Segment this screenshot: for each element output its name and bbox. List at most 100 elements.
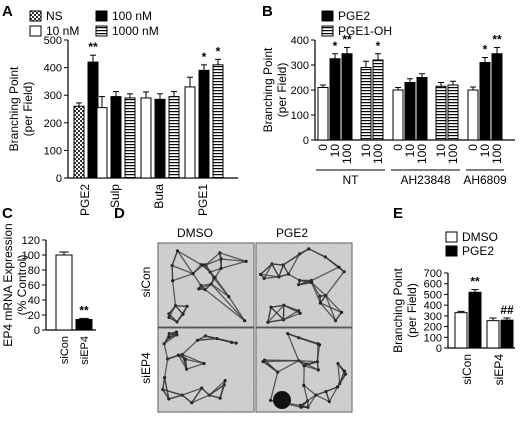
- panel-a-sig-label: *: [202, 50, 207, 64]
- panel-a-ytick-label: 0: [56, 173, 62, 185]
- micrograph-node: [167, 315, 171, 319]
- micrograph-node: [259, 272, 263, 276]
- panel-b-tick-label: 100: [415, 144, 429, 164]
- panel-c-ytick-label: 20: [28, 310, 40, 322]
- panel-c-category-label: siCon: [59, 336, 71, 364]
- micrograph-tube: [163, 334, 178, 345]
- panel-a-category-label: Buta: [152, 184, 166, 209]
- micrograph-tube: [210, 283, 230, 298]
- panel-b-tick-label: 10: [434, 144, 448, 158]
- micrograph-tube: [260, 263, 273, 275]
- panel-letter-b: B: [262, 3, 273, 20]
- panel-b-bar: [404, 82, 416, 141]
- micrograph-tube: [191, 394, 210, 404]
- panel-b-group-label: AH23848: [400, 173, 450, 187]
- panel-b-legend-swatch: [321, 10, 334, 22]
- panel-a-bar: [154, 98, 166, 179]
- micrograph-tube: [315, 394, 330, 403]
- micrograph-node: [299, 405, 303, 409]
- micrograph-tube: [277, 360, 299, 373]
- micrograph-tube: [307, 394, 317, 408]
- micrograph-node: [337, 265, 341, 269]
- panel-e-ytick-label: 500: [424, 289, 442, 301]
- micrograph-tube: [287, 333, 300, 361]
- panel-a-ytick-label: 400: [44, 63, 62, 75]
- panel-c-ytick-label: 0: [34, 325, 40, 337]
- micrograph-node: [302, 364, 306, 368]
- micrograph-tube: [315, 390, 327, 396]
- micrograph-node: [269, 305, 273, 309]
- micrograph-tube: [184, 359, 188, 370]
- micrograph-tube: [191, 387, 203, 404]
- micrograph-tube: [325, 386, 338, 393]
- panel-a-ylabel: Branching Point: [7, 66, 21, 151]
- panel-e-ytick-label: 100: [424, 332, 442, 344]
- panel-b-bar: [317, 87, 329, 141]
- micrograph-tube: [282, 248, 310, 266]
- micrograph-tube: [335, 312, 343, 321]
- micrograph-tube: [299, 279, 312, 284]
- panel-e-ytick-label: 600: [424, 279, 442, 291]
- micrograph-tube: [311, 282, 327, 297]
- micrograph-node: [201, 263, 206, 267]
- micrograph-tube: [202, 264, 211, 273]
- panel-b-ylabel: Branching Point: [261, 47, 275, 132]
- micrograph-tile: [255, 242, 353, 328]
- micrograph-tile: [157, 327, 255, 413]
- micrograph-tube: [267, 304, 285, 323]
- micrograph-tube: [204, 289, 246, 322]
- micrograph-tube: [260, 273, 280, 278]
- panel-b-bar: [416, 77, 428, 141]
- micrograph-tube: [209, 394, 221, 399]
- panel-a-bar: [124, 97, 136, 179]
- micrograph-tube: [271, 263, 280, 278]
- panel-a-legend-swatch: [29, 25, 42, 37]
- micrograph-tube: [205, 258, 222, 266]
- panel-e-ylabel: (per Field): [405, 283, 419, 338]
- micrograph-tube: [162, 389, 170, 400]
- micrograph-tube: [311, 282, 321, 304]
- panel-b-tick-label: 0: [391, 144, 405, 151]
- panel-e-ytick-label: 700: [424, 268, 442, 280]
- micrograph-tube: [304, 361, 318, 367]
- panel-a-ylabel: (per Field): [21, 82, 35, 137]
- panel-b-bar: [467, 89, 479, 141]
- micrograph-node: [223, 378, 227, 383]
- panel-a-ytick-label: 500: [44, 35, 62, 47]
- panel-e-ytick-label: 200: [424, 322, 442, 334]
- micrograph-tube: [213, 277, 230, 298]
- panel-b-bar: [447, 84, 459, 141]
- micrograph-tube: [267, 319, 284, 323]
- panel-b-tick-label: 0: [466, 144, 480, 151]
- micrograph-noise: [256, 243, 352, 327]
- micrograph-tube: [168, 394, 183, 400]
- panel-a-bar: [184, 86, 196, 179]
- micrograph-tube: [304, 365, 319, 371]
- micrograph-tube: [298, 282, 312, 286]
- col-label-dmso: DMSO: [177, 226, 213, 240]
- micrograph-tube: [283, 304, 301, 314]
- panel-b-sig-label: *: [333, 39, 338, 53]
- micrograph-tube: [171, 250, 179, 266]
- micrograph-tube: [271, 263, 284, 266]
- panel-e-legend-label: PGE2: [462, 244, 494, 258]
- panel-e-legend-swatch: [445, 231, 458, 243]
- panel-b-bar: [372, 59, 384, 141]
- panel-a-bar: [96, 107, 108, 179]
- micrograph-tube: [316, 344, 321, 362]
- micrograph-tube: [176, 313, 184, 323]
- panel-b-bar: [329, 58, 341, 141]
- micrograph-tube: [181, 339, 198, 355]
- micrograph-tube: [311, 266, 340, 282]
- micrograph-node: [191, 272, 195, 276]
- micrograph-tube: [209, 267, 222, 273]
- panel-b-bar: [360, 67, 372, 141]
- micrograph-tube: [168, 305, 177, 318]
- panel-b-bar: [491, 53, 503, 141]
- micrograph-node: [181, 312, 185, 316]
- panel-a-legend-label: 100 nM: [112, 9, 152, 23]
- micrograph-node: [227, 295, 231, 299]
- panel-e-sig-label: ##: [500, 303, 514, 317]
- micrograph-tube: [163, 343, 169, 360]
